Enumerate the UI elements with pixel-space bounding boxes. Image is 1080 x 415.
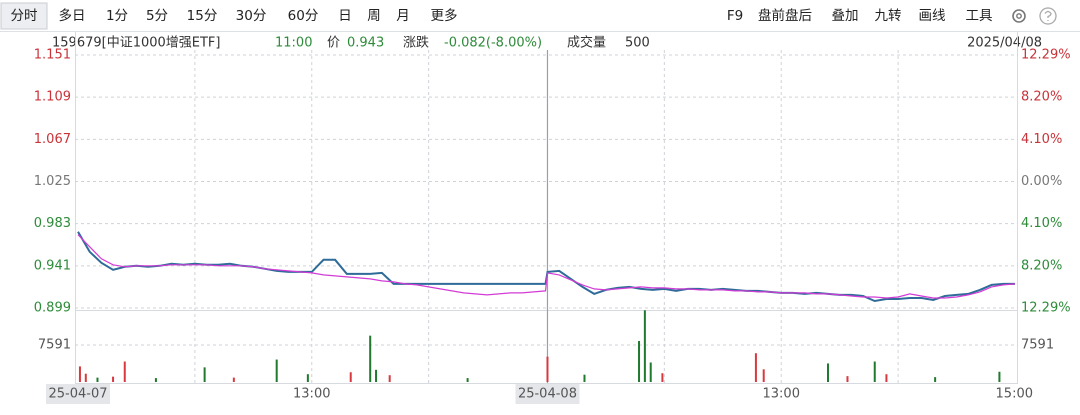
y-tick-label: 7591 bbox=[38, 337, 71, 352]
y-tick-label: 0.941 bbox=[34, 258, 71, 273]
selected-tab bbox=[0, 2, 48, 30]
period-tab[interactable]: 1分 bbox=[106, 8, 128, 24]
y2-tick-label: 4.10% bbox=[1021, 216, 1062, 231]
volume-bar bbox=[96, 377, 99, 382]
volume-bar bbox=[762, 369, 765, 382]
date-label-bg bbox=[515, 384, 580, 404]
volume-bar bbox=[934, 377, 937, 382]
volume-bar bbox=[661, 373, 664, 382]
period-tab[interactable]: 更多 bbox=[431, 7, 458, 24]
help-circle[interactable] bbox=[1039, 7, 1057, 25]
volume-bar bbox=[123, 361, 126, 382]
volume-bar bbox=[649, 362, 652, 382]
x-tick-label: 25-04-07 bbox=[48, 387, 107, 402]
volume-bar bbox=[998, 371, 1001, 382]
x-tick-label: 25-04-08 bbox=[518, 387, 577, 402]
tool-button[interactable]: 画线 bbox=[919, 8, 946, 24]
y2-tick-label: 8.20% bbox=[1021, 258, 1062, 273]
y-tick-label: 1.109 bbox=[34, 90, 71, 105]
y-tick-label: 0.983 bbox=[34, 216, 71, 231]
volume-bar bbox=[826, 363, 829, 382]
volume-bar bbox=[275, 359, 278, 382]
y2-tick-label: 4.10% bbox=[1021, 132, 1062, 147]
tool-button[interactable]: 盘前盘后 bbox=[758, 7, 812, 24]
volume-bar bbox=[203, 367, 206, 382]
volume-bar bbox=[375, 369, 378, 382]
period-tab[interactable]: 日 bbox=[338, 8, 352, 24]
y-tick-label: 1.067 bbox=[34, 132, 71, 147]
volume-value: 500 bbox=[625, 36, 650, 51]
volume-bar bbox=[369, 335, 372, 382]
volume-bar bbox=[873, 361, 876, 382]
volume-bar bbox=[349, 372, 352, 382]
period-tab[interactable]: 30分 bbox=[236, 8, 267, 24]
price-label: 价 bbox=[327, 36, 340, 51]
period-tab[interactable]: 60分 bbox=[288, 8, 319, 24]
tool-button[interactable]: 工具 bbox=[966, 8, 993, 24]
price-line bbox=[77, 234, 1016, 299]
volume-bar bbox=[885, 374, 888, 382]
info-time: 11:00 bbox=[275, 36, 312, 51]
y-tick-label-right: 7591 bbox=[1021, 337, 1054, 352]
y-tick-label: 0.899 bbox=[34, 301, 71, 316]
price-value: 0.943 bbox=[347, 36, 384, 51]
security-code: 159679[中证1000增强ETF] bbox=[52, 36, 221, 51]
y2-tick-label: 0.00% bbox=[1021, 174, 1062, 189]
gear-hub[interactable] bbox=[1016, 13, 1022, 19]
y2-tick-label: 12.29% bbox=[1021, 48, 1071, 63]
help-mark[interactable] bbox=[1044, 10, 1052, 22]
period-tab[interactable]: 周 bbox=[367, 8, 381, 24]
period-tab[interactable]: 15分 bbox=[187, 8, 218, 24]
period-tab[interactable]: 多日 bbox=[59, 7, 86, 24]
volume-bar bbox=[154, 378, 157, 382]
volume-bar bbox=[583, 374, 586, 382]
tool-button[interactable]: 九转 bbox=[875, 8, 902, 24]
period-tab[interactable]: 分时 bbox=[11, 8, 38, 24]
settings-icon[interactable] bbox=[1012, 9, 1026, 23]
gear[interactable] bbox=[1012, 9, 1026, 23]
x-tick-label: 15:00 bbox=[996, 387, 1033, 402]
info-date: 2025/04/08 bbox=[967, 36, 1042, 51]
change-value: -0.082(-8.00%) bbox=[444, 36, 542, 51]
volume-bar bbox=[638, 341, 641, 382]
volume-bar bbox=[466, 378, 469, 382]
period-tab[interactable]: 月 bbox=[396, 8, 410, 24]
tool-button[interactable]: F9 bbox=[727, 8, 743, 24]
volume-label: 成交量 bbox=[567, 35, 606, 51]
volume-bar bbox=[754, 353, 757, 382]
volume-bar bbox=[78, 366, 81, 382]
date-label-bg bbox=[46, 384, 110, 404]
volume-bar bbox=[846, 376, 849, 382]
tool-button[interactable]: 叠加 bbox=[832, 8, 859, 24]
toolbar bbox=[0, 0, 1080, 32]
help-icon[interactable] bbox=[1039, 7, 1057, 25]
volume-bar bbox=[546, 356, 549, 382]
y-tick-label: 1.151 bbox=[34, 48, 71, 63]
x-tick-label: 13:00 bbox=[293, 387, 330, 402]
y2-tick-label: 8.20% bbox=[1021, 90, 1062, 105]
change-label: 涨跌 bbox=[403, 35, 429, 51]
volume-bar bbox=[232, 377, 235, 382]
x-tick-label: 13:00 bbox=[763, 387, 800, 402]
volume-bar bbox=[84, 373, 87, 382]
period-tab[interactable]: 5分 bbox=[146, 8, 168, 24]
y2-tick-label: 12.29% bbox=[1021, 301, 1071, 316]
volume-bar bbox=[388, 375, 391, 382]
y-tick-label: 1.025 bbox=[34, 174, 71, 189]
volume-bar bbox=[643, 310, 646, 382]
volume-bar bbox=[112, 376, 115, 382]
volume-bar bbox=[306, 374, 309, 382]
